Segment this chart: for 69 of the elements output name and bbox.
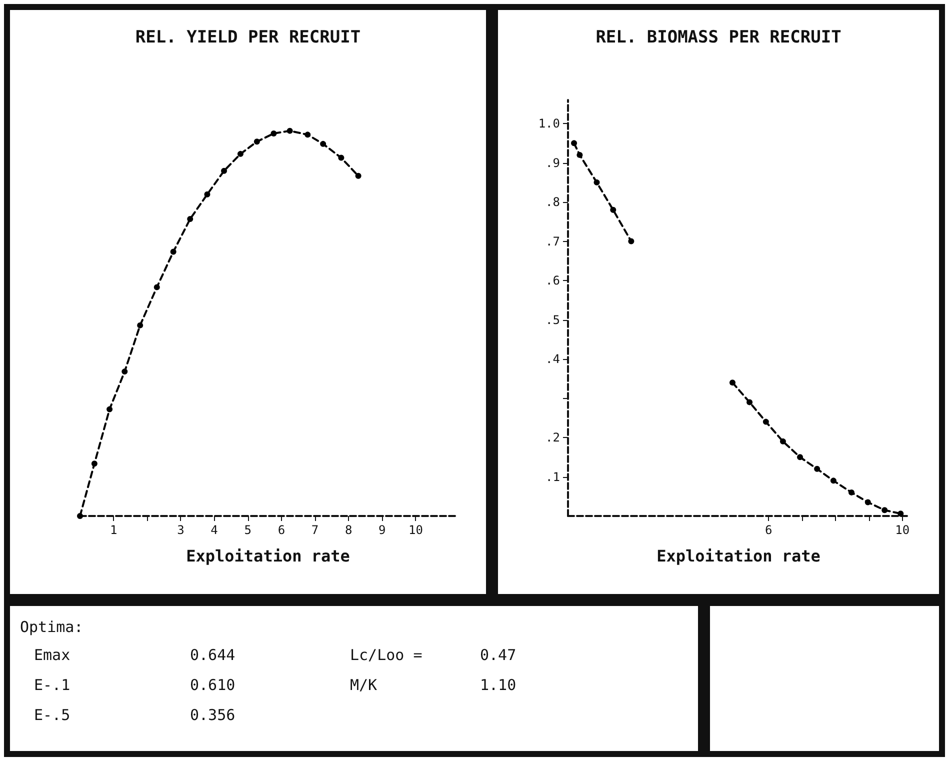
x-tick-label: 6: [278, 523, 286, 537]
point: [270, 130, 277, 137]
text: 0.610: [190, 676, 236, 694]
text: 0.644: [190, 646, 236, 664]
text: 0.47: [480, 646, 516, 664]
text: E-.1: [34, 676, 70, 694]
text: 0.356: [190, 706, 236, 724]
y-tick-label: .9: [546, 156, 560, 170]
y-tick-label: .5: [546, 312, 560, 327]
point: [729, 380, 736, 386]
point: [187, 216, 194, 222]
chart-title: REL. YIELD PER RECRUIT: [135, 28, 361, 48]
point: [122, 368, 128, 375]
x-tick-label: 9: [378, 523, 386, 537]
text: M/K: [350, 676, 378, 694]
x-axis-title: Exploitation rate: [656, 546, 820, 566]
x-tick-label: 5: [244, 523, 252, 537]
x-tick-label: 3: [177, 523, 184, 537]
point: [610, 206, 616, 213]
point: [254, 138, 260, 145]
x-tick-label: 6: [764, 523, 772, 537]
point: [830, 478, 836, 484]
point: [814, 466, 820, 472]
y-tick-label: .2: [546, 430, 560, 445]
y-tick-label: .7: [546, 234, 560, 248]
x-tick-label: 1: [110, 523, 118, 537]
point: [898, 510, 904, 517]
y-tick-label: .4: [546, 352, 560, 366]
point: [571, 140, 578, 146]
point: [286, 128, 293, 134]
point: [762, 418, 769, 425]
point: [848, 489, 854, 496]
y-tick-label: .1: [546, 470, 560, 484]
point: [154, 284, 160, 290]
point: [882, 507, 888, 514]
text: E-.5: [34, 706, 70, 724]
y-tick-label: .8: [546, 195, 560, 210]
point: [576, 152, 583, 158]
point: [355, 172, 362, 179]
point: [77, 513, 83, 519]
point: [780, 438, 786, 444]
text: Emax: [34, 646, 70, 664]
point: [204, 191, 210, 198]
x-tick-label: 10: [895, 523, 910, 537]
point: [320, 140, 326, 147]
chart-title: REL. BIOMASS PER RECRUIT: [596, 28, 842, 48]
point: [864, 499, 871, 506]
x-tick-label: 7: [311, 523, 319, 537]
text: Lc/Loo =: [350, 646, 422, 664]
x-tick-label: 4: [210, 523, 218, 537]
point: [137, 322, 144, 328]
point: [304, 132, 311, 138]
text: Optima:: [20, 618, 84, 636]
point: [746, 399, 753, 406]
text: 1.10: [480, 676, 516, 694]
y-tick-label: 1.0: [538, 116, 560, 131]
point: [106, 406, 113, 412]
y-tick-label: .6: [546, 274, 560, 288]
point: [797, 454, 804, 460]
point: [594, 179, 600, 186]
point: [170, 248, 176, 255]
point: [91, 460, 98, 467]
x-axis-title: Exploitation rate: [186, 546, 350, 566]
point: [221, 168, 228, 174]
x-tick-label: 8: [344, 523, 352, 537]
point: [237, 150, 244, 157]
x-tick-label: 10: [408, 523, 423, 537]
point: [338, 154, 344, 161]
point: [628, 238, 634, 244]
